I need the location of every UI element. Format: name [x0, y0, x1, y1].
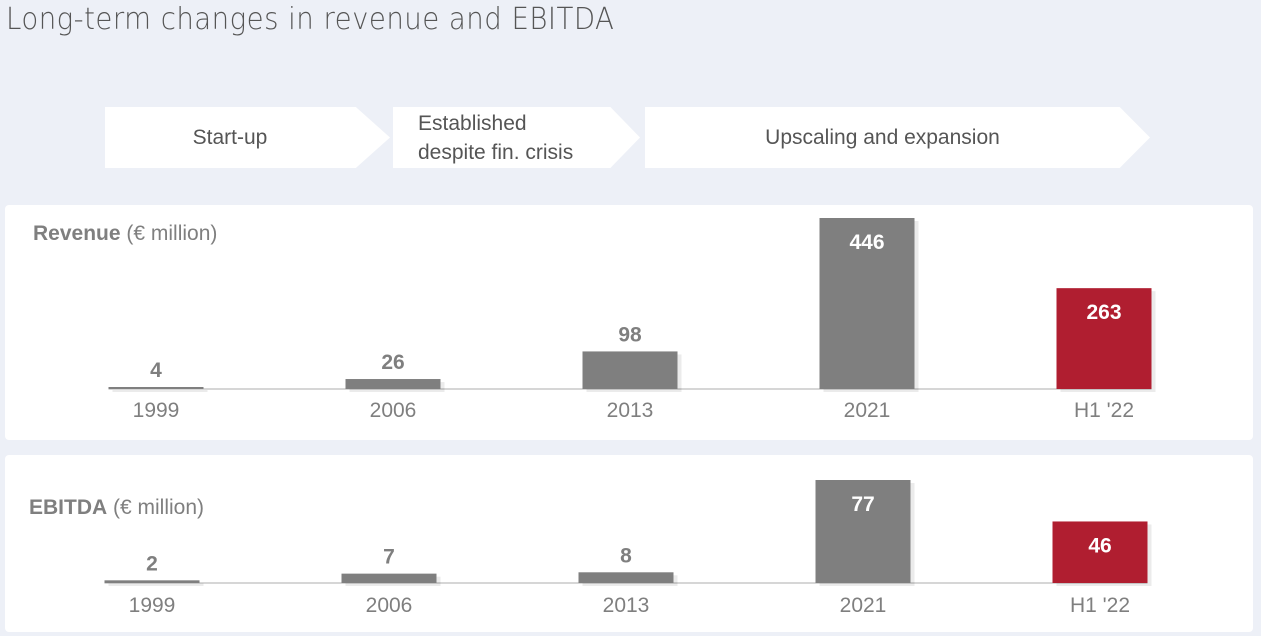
ebitda-panel: EBITDA (€ million) 2 1999 7 2006 8 2013 77 2021… — [5, 455, 1253, 632]
data-label: 446 — [849, 231, 884, 254]
category-label: 2006 — [366, 594, 413, 617]
category-label: H1 '22 — [1074, 399, 1134, 422]
data-label: 26 — [381, 351, 404, 374]
bar-2021 — [815, 480, 911, 583]
bar-1999 — [104, 580, 200, 583]
category-label: 1999 — [129, 594, 176, 617]
bar-H1 '22 — [1056, 288, 1152, 389]
bar-2006 — [341, 573, 437, 583]
bar-shadow — [108, 583, 204, 586]
revenue-title: Revenue (€ million) — [33, 222, 218, 245]
bar-2006 — [345, 379, 441, 389]
bar-2013 — [582, 351, 678, 389]
data-label: 77 — [851, 493, 874, 516]
ebitda-title: EBITDA (€ million) — [29, 496, 205, 519]
ebitda-chart: 2 1999 7 2006 8 2013 77 2021 46 H1 '22 — [104, 480, 1152, 617]
category-label: 2021 — [844, 399, 891, 422]
data-label: 4 — [150, 359, 162, 382]
category-label: 2013 — [603, 594, 650, 617]
data-label: 46 — [1088, 534, 1111, 557]
category-label: 1999 — [133, 399, 180, 422]
phase-established: Established despite fin. crisis — [393, 107, 640, 168]
bar-2013 — [578, 572, 674, 583]
category-label: 2021 — [840, 594, 887, 617]
bar-H1 '22 — [1052, 521, 1148, 583]
bar-shadow — [112, 390, 208, 392]
phase-upscaling: Upscaling and expansion — [645, 107, 1150, 168]
phase-start-up: Start-up — [105, 107, 390, 168]
category-label: H1 '22 — [1070, 594, 1130, 617]
data-label: 2 — [146, 552, 158, 575]
bar-2021 — [819, 218, 915, 389]
data-label: 263 — [1086, 301, 1121, 324]
revenue-chart: 4 1999 26 2006 98 2013 446 2021 263 H1 '22 — [108, 218, 1156, 422]
data-label: 98 — [618, 323, 642, 346]
category-label: 2013 — [607, 399, 654, 422]
data-label: 8 — [620, 544, 632, 567]
data-label: 7 — [383, 546, 395, 569]
category-label: 2006 — [370, 399, 417, 422]
revenue-panel: Revenue (€ million) 4 1999 26 2006 98 2013 446… — [5, 205, 1253, 440]
bar-1999 — [108, 387, 204, 389]
slide-title: Long-term changes in revenue and EBITDA — [6, 2, 615, 37]
